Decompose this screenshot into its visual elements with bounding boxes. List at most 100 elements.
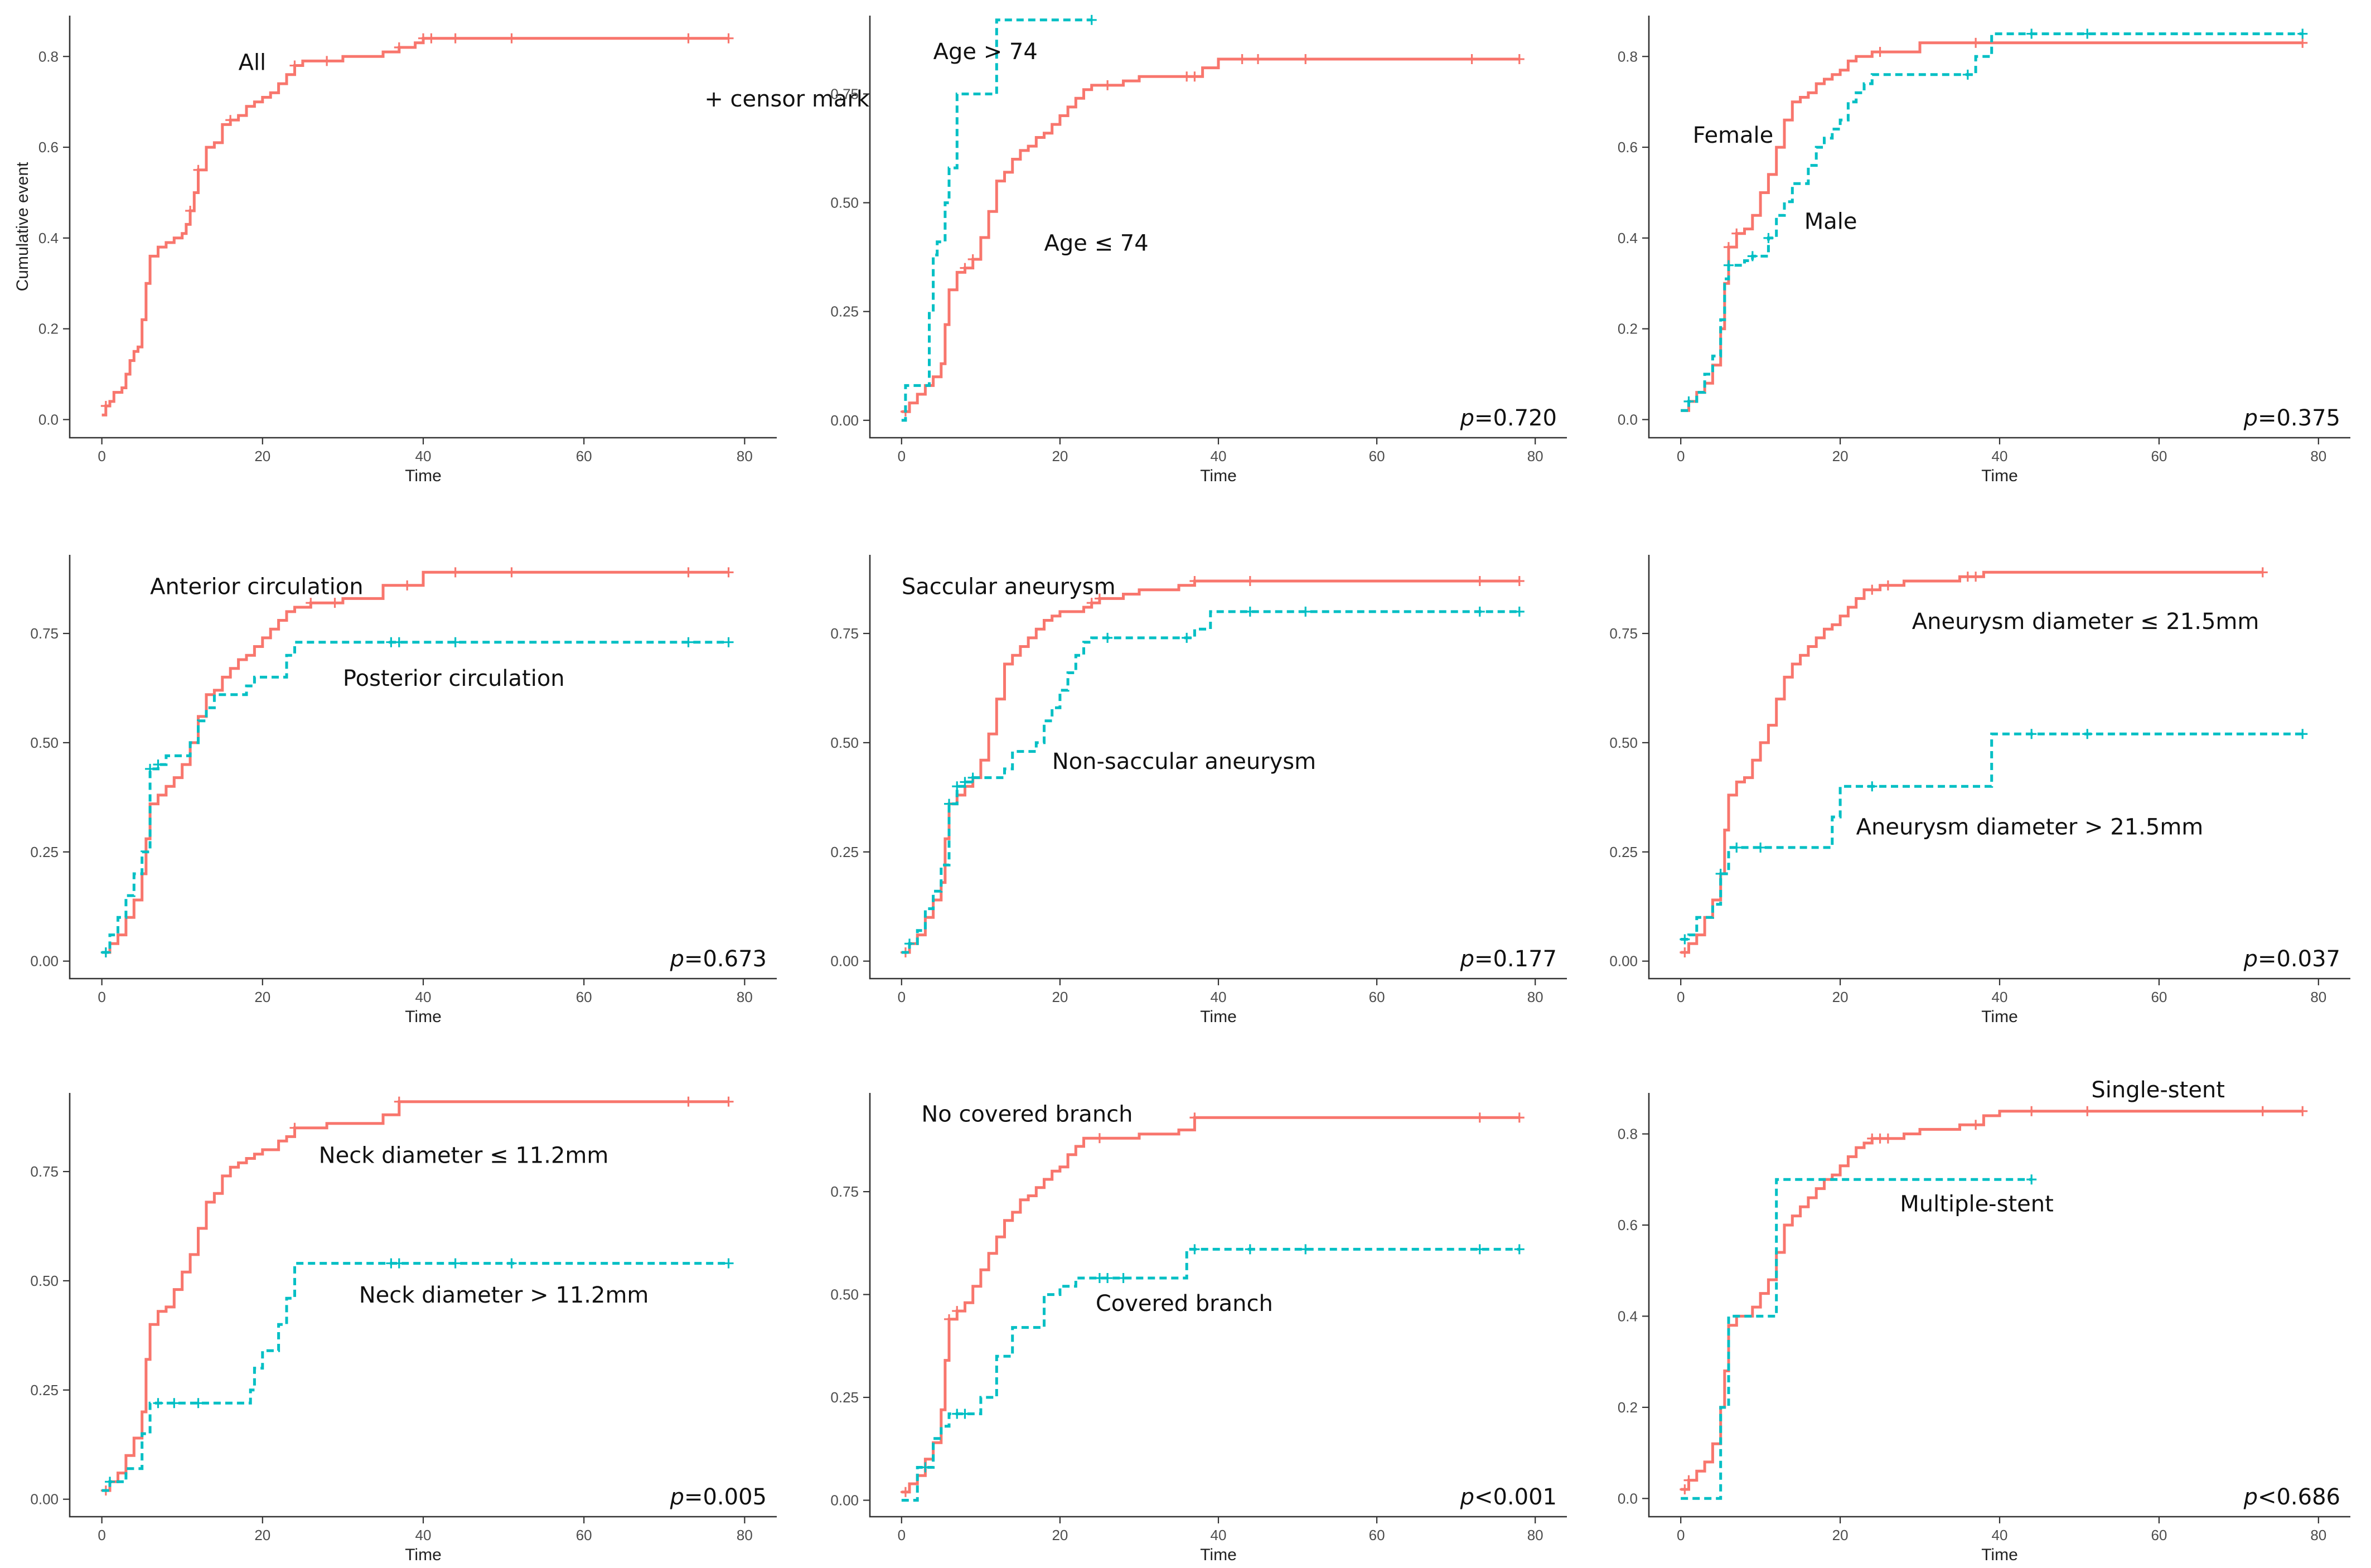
censor-mark bbox=[2297, 1106, 2308, 1116]
x-axis-title: Time bbox=[1200, 1546, 1237, 1564]
censor-mark bbox=[2082, 1106, 2093, 1116]
censor-mark bbox=[394, 1096, 404, 1107]
x-tick-label: 60 bbox=[576, 448, 592, 464]
censor-mark bbox=[1514, 54, 1525, 65]
p-value: p=0.005 bbox=[670, 1484, 767, 1510]
censor-mark bbox=[2257, 1106, 2268, 1116]
x-tick-label: 0 bbox=[898, 448, 906, 464]
censor-mark bbox=[402, 580, 413, 591]
group-label: Age > 74 bbox=[933, 39, 1038, 65]
axis-lines bbox=[69, 1093, 777, 1518]
y-axis-title: Cumulative event bbox=[13, 162, 32, 291]
censor-mark bbox=[1867, 584, 1878, 595]
censor-mark bbox=[1680, 934, 1690, 945]
censor-mark bbox=[153, 1398, 163, 1409]
censor-mark bbox=[1102, 80, 1113, 90]
censor-mark bbox=[1971, 572, 1981, 582]
censor-mark bbox=[952, 1306, 962, 1317]
censor-mark bbox=[723, 637, 734, 647]
p-value-number: =0.177 bbox=[1474, 946, 1557, 972]
series-line-covered-branch bbox=[901, 1247, 1520, 1502]
x-tick-label: 80 bbox=[2310, 989, 2326, 1005]
x-tick-label: 60 bbox=[576, 1527, 592, 1543]
x-tick-label: 0 bbox=[1677, 448, 1685, 464]
censor-mark bbox=[2082, 729, 2093, 739]
censor-mark bbox=[683, 1096, 694, 1107]
x-tick-label: 0 bbox=[898, 1527, 906, 1543]
censor-mark bbox=[1723, 242, 1734, 253]
p-value-number: =0.037 bbox=[2258, 946, 2340, 972]
censor-mark bbox=[193, 164, 204, 175]
x-tick-label: 60 bbox=[576, 989, 592, 1005]
y-tick-label: 0.25 bbox=[830, 303, 859, 320]
censor-mark bbox=[450, 637, 461, 647]
censor-mark bbox=[1867, 781, 1878, 792]
y-tick-label: 0.00 bbox=[830, 1492, 859, 1508]
y-tick-label: 0.50 bbox=[830, 1286, 859, 1303]
censor-mark bbox=[904, 938, 915, 949]
x-tick-label: 80 bbox=[1527, 989, 1543, 1005]
series-line-non-saccular-aneurysm bbox=[901, 610, 1520, 954]
censor-mark bbox=[1245, 576, 1255, 587]
censor-mark bbox=[426, 33, 437, 43]
censor-mark bbox=[1514, 576, 1525, 587]
x-tick-label: 20 bbox=[1052, 989, 1068, 1005]
p-value-symbol: p bbox=[2243, 946, 2258, 972]
x-tick-label: 20 bbox=[1832, 448, 1849, 464]
censor-mark bbox=[1474, 606, 1485, 617]
y-tick-label: 0.4 bbox=[1618, 230, 1638, 246]
x-tick-label: 80 bbox=[2310, 448, 2326, 464]
group-label: Aneurysm diameter ≤ 21.5mm bbox=[1912, 609, 2259, 635]
panel-p1: 0 20 40 60 80 0.0 0.2 0.4 0.6 0.8 Time Cumulative e… bbox=[13, 16, 870, 485]
x-axis-title: Time bbox=[1981, 1008, 2018, 1026]
panel-p8: 0 20 40 60 80 0.00 0.25 0.50 0.75 Time No covered … bbox=[830, 1093, 1567, 1564]
y-tick-label: 0.25 bbox=[830, 1389, 859, 1406]
censor-mark bbox=[960, 1409, 970, 1419]
x-tick-label: 20 bbox=[1052, 1527, 1068, 1543]
series-line-age-74 bbox=[901, 57, 1520, 413]
axis-lines bbox=[69, 16, 777, 439]
y-tick-label: 0.00 bbox=[30, 953, 59, 970]
p-value: p=0.037 bbox=[2243, 946, 2340, 972]
group-label: Non-saccular aneurysm bbox=[1052, 749, 1316, 775]
censor-mark bbox=[225, 115, 236, 125]
p-value: p=0.673 bbox=[670, 946, 767, 972]
y-tick-label: 0.0 bbox=[1618, 1490, 1638, 1507]
censor-mark bbox=[1189, 576, 1200, 587]
censor-mark bbox=[967, 772, 978, 783]
group-label: + censor mark bbox=[704, 86, 870, 112]
x-tick-label: 40 bbox=[1992, 448, 2008, 464]
panel-p4: 0 20 40 60 80 0.00 0.25 0.50 0.75 Time Anterior ci… bbox=[30, 555, 777, 1026]
y-tick-label: 0.6 bbox=[1618, 139, 1638, 156]
x-axis-title: Time bbox=[405, 1008, 442, 1026]
x-tick-label: 80 bbox=[737, 989, 753, 1005]
censor-mark bbox=[450, 1258, 461, 1269]
series-line-neck-diameter-11-2mm bbox=[101, 1262, 729, 1492]
censor-mark bbox=[1683, 396, 1694, 406]
censor-mark bbox=[1474, 576, 1485, 587]
y-tick-label: 0.50 bbox=[30, 734, 59, 751]
censor-mark bbox=[1883, 580, 1893, 591]
group-label: Aneurysm diameter > 21.5mm bbox=[1856, 814, 2204, 840]
censor-mark bbox=[1237, 54, 1247, 65]
y-tick-label: 0.0 bbox=[1618, 411, 1638, 428]
x-axis-title: Time bbox=[1981, 1546, 2018, 1564]
y-tick-label: 0.25 bbox=[1609, 844, 1638, 860]
y-tick-label: 0.8 bbox=[1618, 48, 1638, 65]
censor-mark bbox=[1245, 606, 1255, 617]
y-tick-label: 0.2 bbox=[1618, 321, 1638, 337]
group-label: Male bbox=[1804, 209, 1857, 235]
p-value-number: =0.375 bbox=[2258, 405, 2340, 431]
y-tick-label: 0.4 bbox=[1618, 1308, 1638, 1324]
x-axis-title: Time bbox=[1200, 1008, 1237, 1026]
y-tick-label: 0.8 bbox=[38, 48, 59, 65]
group-label: Single-stent bbox=[2091, 1077, 2225, 1103]
y-tick-label: 0.50 bbox=[1609, 734, 1638, 751]
y-tick-label: 0.00 bbox=[1609, 953, 1638, 970]
censor-mark bbox=[306, 598, 316, 608]
y-tick-label: 0.4 bbox=[38, 230, 59, 246]
y-tick-label: 0.50 bbox=[830, 734, 859, 751]
x-tick-label: 80 bbox=[737, 1527, 753, 1543]
censor-mark bbox=[1962, 69, 1973, 80]
